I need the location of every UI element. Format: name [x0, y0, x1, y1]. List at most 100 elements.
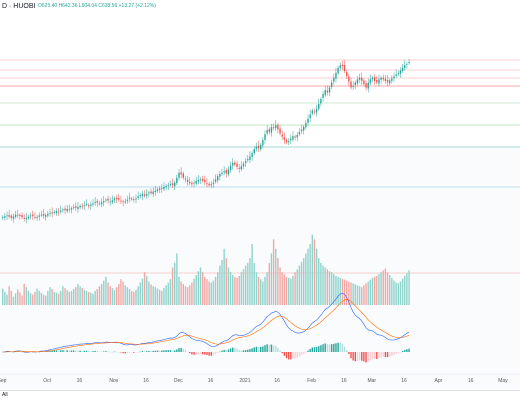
volume-bar — [303, 258, 305, 305]
volume-bar — [45, 295, 47, 305]
macd-hist-bar — [389, 352, 391, 357]
volume-bar — [328, 271, 331, 305]
volume-bar — [124, 285, 126, 305]
volume-bar — [90, 292, 92, 305]
candle-body — [307, 118, 309, 123]
volume-bar — [163, 288, 165, 305]
symbol-label[interactable]: D · HUOBI — [2, 3, 36, 10]
macd-hist-bar — [358, 352, 361, 361]
volume-bar — [47, 290, 49, 305]
volume-bar — [34, 291, 36, 305]
volume-bar — [206, 279, 208, 305]
candle-body — [251, 153, 253, 157]
macd-hist-bar — [109, 351, 111, 353]
candle-body — [212, 182, 215, 184]
candle-body — [318, 103, 320, 109]
candle-body — [391, 78, 393, 81]
candle-body — [148, 192, 150, 194]
macd-hist-bar — [55, 350, 58, 352]
volume-bar — [62, 286, 64, 305]
candle-body — [389, 80, 391, 84]
volume-bar — [238, 275, 240, 305]
macd-hist-bar — [85, 350, 88, 352]
candle-body — [229, 165, 232, 171]
time-tick-label: May — [498, 378, 508, 384]
range-all-button[interactable]: All — [2, 392, 8, 398]
macd-hist-bar — [376, 352, 378, 359]
macd-hist-bar — [225, 350, 227, 352]
volume-bar — [165, 285, 167, 305]
volume-bar — [399, 281, 402, 305]
candle-body — [103, 201, 105, 203]
volume-bar — [25, 287, 28, 305]
volume-bar — [75, 287, 77, 305]
candle-body — [161, 188, 163, 190]
macd-hist-bar — [300, 352, 303, 356]
macd-hist-bar — [281, 352, 283, 354]
volume-bar — [139, 282, 141, 305]
candle-body — [300, 129, 303, 132]
candle-body — [163, 186, 165, 190]
volume-bar — [341, 278, 344, 305]
macd-hist-bar — [395, 352, 397, 355]
volume-bar — [326, 269, 329, 305]
candle-body — [40, 214, 43, 216]
macd-hist-bar — [238, 349, 240, 352]
macd-hist-bar — [163, 350, 165, 352]
macd-hist-bar — [214, 352, 217, 355]
candle-body — [66, 208, 68, 212]
candle-body — [197, 180, 200, 182]
macd-hist-bar — [303, 352, 305, 354]
macd-hist-bar — [328, 344, 331, 352]
bottom-toolbar: All — [0, 390, 520, 401]
candle-body — [339, 65, 341, 68]
candle-body — [191, 182, 193, 185]
macd-hist-bar — [212, 352, 215, 356]
candle-body — [49, 212, 51, 214]
candle-body — [21, 215, 23, 218]
candle-body — [34, 217, 36, 218]
macd-hist-bar — [361, 352, 363, 361]
volume-bar — [55, 292, 58, 305]
macd-hist-bar — [137, 352, 139, 353]
candle-body — [242, 163, 245, 167]
macd-hist-bar — [320, 345, 322, 352]
volume-bar — [180, 281, 182, 305]
macd-hist-bar — [79, 350, 81, 352]
macd-hist-bar — [382, 352, 384, 357]
volume-bar — [126, 287, 129, 305]
volume-bar — [361, 287, 363, 305]
volume-bar — [103, 280, 105, 305]
macd-hist-bar — [111, 351, 114, 353]
volume-bar — [10, 290, 12, 305]
volume-bar — [158, 290, 161, 305]
volume-bar — [339, 277, 341, 305]
candle-body — [363, 80, 365, 85]
candle-body — [298, 132, 301, 135]
price-chart[interactable]: Sep Oct 16 Nov 16 Dec 16 2021 16 Feb 16 Mar 16 Apr 16 M… — [0, 0, 520, 390]
candle-body — [126, 199, 129, 201]
macd-hist-bar — [21, 351, 23, 353]
time-tick-label: 16 — [274, 378, 280, 384]
macd-hist-bar — [113, 351, 116, 353]
candle-body — [206, 182, 208, 184]
candle-body — [176, 177, 178, 184]
macd-hist-bar — [208, 352, 210, 356]
candle-body — [98, 203, 101, 205]
candle-body — [25, 218, 28, 220]
volume-bar — [167, 282, 169, 305]
macd-hist-bar — [204, 352, 206, 355]
time-tick-label: 16 — [341, 378, 347, 384]
candle-body — [290, 138, 292, 141]
macd-hist-bar — [292, 352, 294, 359]
volume-bar — [307, 248, 309, 305]
candle-body — [174, 182, 176, 187]
macd-hist-bar — [90, 351, 92, 352]
candle-body — [373, 77, 376, 81]
macd-hist-bar — [354, 352, 356, 362]
volume-bar — [268, 262, 270, 305]
volume-bar — [365, 283, 367, 305]
macd-hist-bar — [333, 343, 335, 352]
macd-hist-bar — [133, 352, 135, 353]
volume-bar — [315, 248, 318, 305]
